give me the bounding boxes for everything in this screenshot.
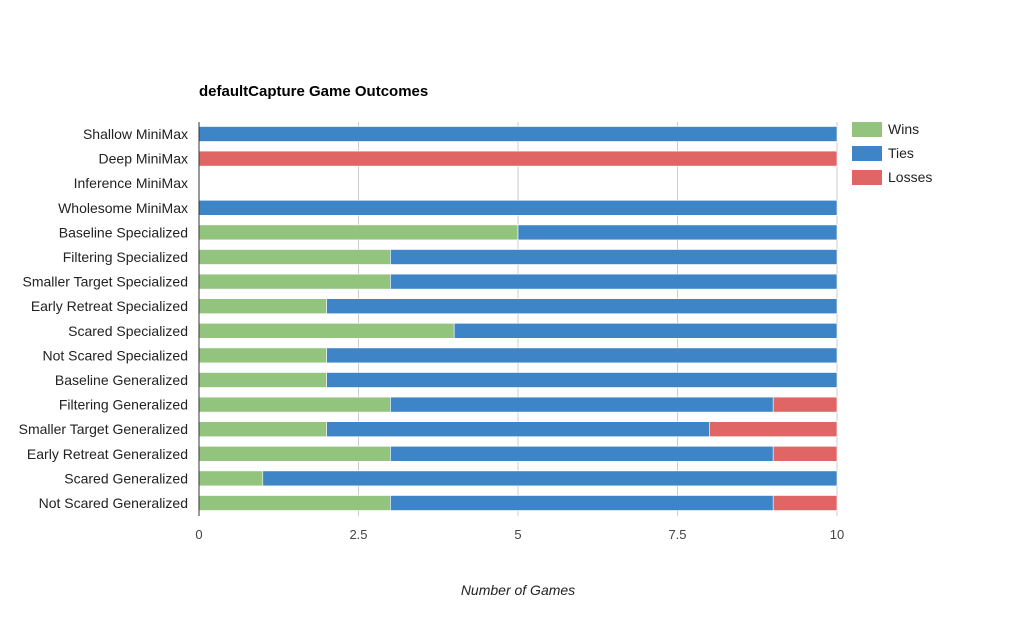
category-label: Filtering Specialized bbox=[63, 249, 188, 265]
bar-segment-wins bbox=[198, 445, 391, 462]
bar-segment-ties bbox=[262, 470, 838, 487]
category-label: Inference MiniMax bbox=[74, 175, 188, 191]
bar-segment-ties bbox=[453, 322, 838, 339]
category-label: Filtering Generalized bbox=[59, 397, 188, 413]
bar-segment-wins bbox=[198, 224, 519, 241]
bar-segment-ties bbox=[326, 347, 838, 364]
legend-swatch bbox=[852, 122, 882, 137]
legend-swatch bbox=[852, 170, 882, 185]
category-label: Scared Generalized bbox=[64, 470, 188, 486]
bar-segment-wins bbox=[198, 372, 327, 388]
x-tick-label: 10 bbox=[830, 527, 844, 542]
bar-segment-wins bbox=[198, 273, 391, 290]
bar-segment-losses bbox=[772, 396, 838, 413]
bar-segment-ties bbox=[326, 372, 838, 388]
bar-segment-losses bbox=[772, 445, 838, 462]
bar-segment-wins bbox=[198, 347, 327, 364]
bar-segment-wins bbox=[198, 470, 264, 487]
bar-segment-wins bbox=[198, 421, 327, 438]
legend-label: Losses bbox=[888, 169, 932, 185]
bar-segment-losses bbox=[772, 495, 838, 511]
bar-segment-ties bbox=[326, 421, 710, 438]
bar-segment-ties bbox=[390, 495, 774, 511]
bar-segment-ties bbox=[517, 224, 838, 241]
category-label: Early Retreat Generalized bbox=[27, 446, 188, 462]
legend: Wins Ties Losses bbox=[852, 121, 932, 185]
bar-segment-ties bbox=[198, 126, 838, 142]
bar-segment-ties bbox=[198, 200, 838, 216]
category-label: Not Scared Specialized bbox=[42, 347, 188, 363]
legend-label: Ties bbox=[888, 145, 914, 161]
category-labels: Shallow MiniMax Deep MiniMax Inference Min… bbox=[19, 126, 188, 511]
category-label: Early Retreat Specialized bbox=[31, 298, 188, 314]
bar-segment-ties bbox=[390, 445, 774, 462]
category-label: Wholesome MiniMax bbox=[58, 200, 188, 216]
legend-label: Wins bbox=[888, 121, 919, 137]
x-axis-title: Number of Games bbox=[461, 582, 575, 598]
bar-segment-ties bbox=[390, 249, 838, 265]
bar-segment-wins bbox=[198, 322, 455, 339]
category-label: Shallow MiniMax bbox=[83, 126, 188, 142]
x-tick-label: 0 bbox=[195, 527, 202, 542]
category-label: Not Scared Generalized bbox=[39, 495, 188, 511]
bar-segment-ties bbox=[390, 396, 774, 413]
bar-segment-wins bbox=[198, 298, 327, 315]
category-label: Smaller Target Generalized bbox=[19, 421, 188, 437]
bar-segment-ties bbox=[326, 298, 838, 315]
bar-segment-wins bbox=[198, 249, 391, 265]
bar-segment-losses bbox=[709, 421, 838, 438]
bar-segment-wins bbox=[198, 396, 391, 413]
category-label: Baseline Generalized bbox=[55, 372, 188, 388]
category-label: Smaller Target Specialized bbox=[23, 274, 189, 290]
category-label: Scared Specialized bbox=[68, 323, 188, 339]
chart-title: defaultCapture Game Outcomes bbox=[199, 83, 428, 100]
bar-segment-wins bbox=[198, 495, 391, 511]
bar-segment-ties bbox=[390, 273, 838, 290]
x-tick-label: 2.5 bbox=[349, 527, 367, 542]
bar-segment-losses bbox=[198, 150, 838, 167]
category-label: Baseline Specialized bbox=[59, 224, 188, 240]
legend-swatch bbox=[852, 146, 882, 161]
category-label: Deep MiniMax bbox=[99, 151, 188, 167]
x-tick-label: 7.5 bbox=[668, 527, 686, 542]
x-tick-labels: 0 2.5 5 7.5 10 bbox=[195, 527, 844, 542]
bars bbox=[198, 126, 838, 511]
x-tick-label: 5 bbox=[514, 527, 521, 542]
